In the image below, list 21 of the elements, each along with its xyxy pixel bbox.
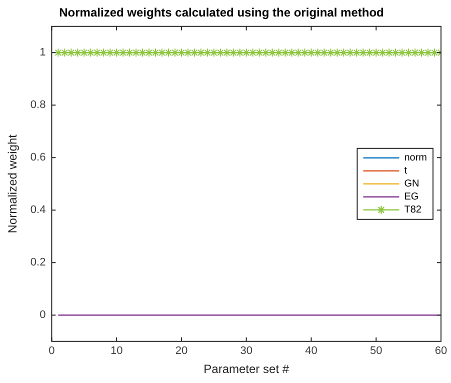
x-axis-title: Parameter set # xyxy=(204,362,290,376)
chart-title: Normalized weights calculated using the original method xyxy=(59,6,384,20)
y-tick-label: 0.2 xyxy=(30,256,46,269)
x-tick-label: 0 xyxy=(48,345,55,358)
legend-label: EG xyxy=(404,192,419,203)
y-tick-label: 0.6 xyxy=(30,152,46,164)
x-tick-label: 20 xyxy=(175,345,188,358)
x-tick-label: 60 xyxy=(434,345,448,358)
legend-label: norm xyxy=(404,152,428,164)
y-axis-title: Normalized weight xyxy=(6,134,20,234)
x-tick-label: 30 xyxy=(240,345,252,358)
legend-label: GN xyxy=(404,178,420,190)
y-tick-label: 0 xyxy=(40,309,46,322)
legend-label: T82 xyxy=(404,204,422,216)
x-tick-label: 50 xyxy=(370,345,382,358)
x-tick-label: 40 xyxy=(305,345,318,358)
y-tick-label: 0.4 xyxy=(30,204,46,216)
x-tick-label: 10 xyxy=(110,345,123,358)
legend-label: t xyxy=(404,166,408,177)
y-tick-label: 0.8 xyxy=(30,99,46,112)
y-tick-label: 1 xyxy=(40,46,46,59)
